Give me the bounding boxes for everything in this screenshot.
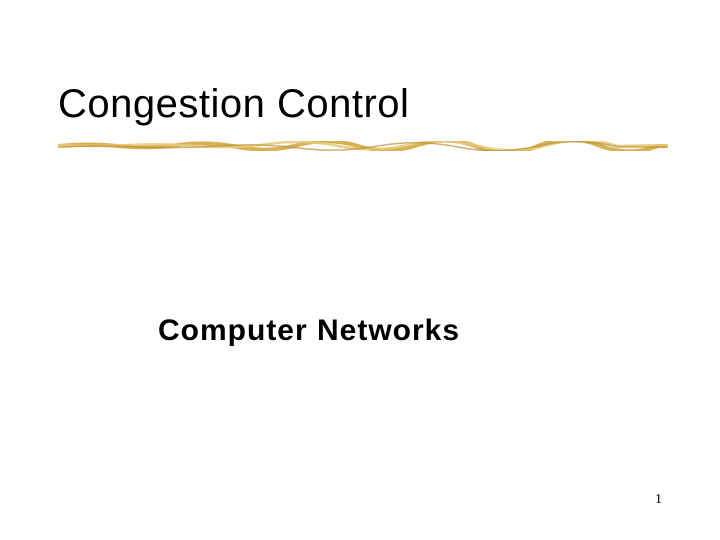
page-number: 1 xyxy=(655,492,662,508)
divider-line xyxy=(58,138,668,148)
slide-subtitle: Computer Networks xyxy=(158,314,460,348)
slide-title: Congestion Control xyxy=(58,82,409,127)
divider-icon xyxy=(58,141,668,151)
